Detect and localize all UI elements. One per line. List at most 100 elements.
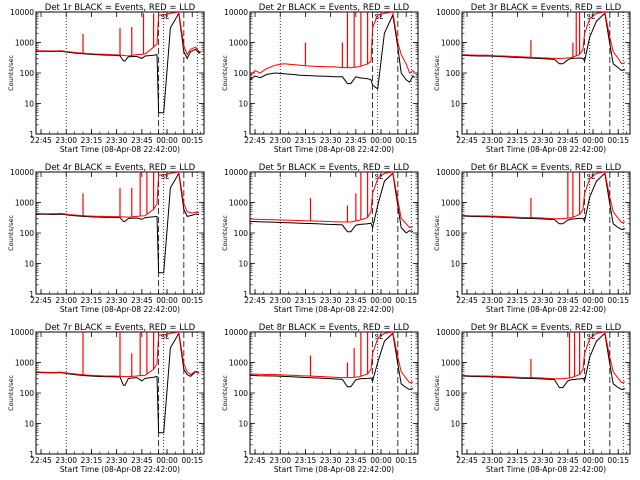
x-tick-label: 22:45 xyxy=(456,456,478,465)
x-tick-label: 23:30 xyxy=(320,136,342,145)
x-tick-label: 23:15 xyxy=(81,136,103,145)
plot-frame xyxy=(249,331,419,455)
x-tick-label: 22:45 xyxy=(244,456,266,465)
x-tick-label: 23:00 xyxy=(55,136,77,145)
y-tick-label: 1000 xyxy=(441,359,460,368)
events-series-line xyxy=(36,332,200,434)
y-tick-label: 1000 xyxy=(15,359,34,368)
corner-label: SL xyxy=(375,13,383,21)
x-tick-label: 00:15 xyxy=(607,456,629,465)
x-tick-label: 23:45 xyxy=(345,136,367,145)
y-tick-label: 10 xyxy=(450,100,460,109)
y-tick-label: 10 xyxy=(24,260,34,269)
x-tick-label: 23:45 xyxy=(131,136,153,145)
plot-frame xyxy=(461,331,631,455)
y-tick-label: 1000 xyxy=(441,199,460,208)
x-axis-label: Start Time (08-Apr-08 22:42:00) xyxy=(486,305,606,314)
chart-title: Det 1r BLACK = Events, RED = LLD xyxy=(45,3,196,13)
lld-series-line xyxy=(250,172,414,229)
plot-frame xyxy=(461,171,631,295)
lld-series-line xyxy=(250,332,414,384)
x-tick-label: 23:00 xyxy=(269,136,291,145)
y-axis-label: Counts/sec xyxy=(433,215,441,251)
y-axis-label: Counts/sec xyxy=(7,375,15,411)
events-series-line xyxy=(250,172,414,234)
plot-frame xyxy=(249,171,419,295)
y-tick-label: 100 xyxy=(20,229,35,238)
events-series-line xyxy=(250,13,415,90)
y-tick-label: 1 xyxy=(29,450,34,459)
y-tick-label: 1000 xyxy=(229,39,248,48)
lld-series-line xyxy=(36,12,201,57)
y-tick-label: 100 xyxy=(446,389,461,398)
x-tick-label: 00:00 xyxy=(582,456,604,465)
chart-panel: Det 4r BLACK = Events, RED = LLD 1 10 100 10… xyxy=(7,163,205,314)
y-tick-label: 100 xyxy=(20,389,35,398)
x-tick-label: 00:15 xyxy=(395,296,417,305)
y-tick-label: 1 xyxy=(243,450,248,459)
x-axis-label: Start Time (08-Apr-08 22:42:00) xyxy=(60,305,180,314)
chart-panel: Det 7r BLACK = Events, RED = LLD 1 10 100 10… xyxy=(7,323,205,474)
chart-title: Det 7r BLACK = Events, RED = LLD xyxy=(45,323,196,333)
x-tick-label: 00:15 xyxy=(395,456,417,465)
series-group xyxy=(462,172,626,231)
plot-frame xyxy=(461,11,631,135)
series-group xyxy=(250,332,414,391)
y-axis-label: Counts/sec xyxy=(433,375,441,411)
y-tick-label: 10 xyxy=(24,420,34,429)
y-tick-label: 1 xyxy=(29,130,34,139)
chart-panel: Det 6r BLACK = Events, RED = LLD 1 10 100 10… xyxy=(433,163,631,314)
y-tick-label: 100 xyxy=(446,229,461,238)
x-tick-label: 00:15 xyxy=(181,296,203,305)
y-tick-label: 100 xyxy=(234,69,249,78)
x-tick-label: 23:45 xyxy=(345,296,367,305)
events-series-line xyxy=(36,172,200,274)
chart-panel: Det 9r BLACK = Events, RED = LLD 1 10 100 10… xyxy=(433,323,631,474)
x-tick-label: 23:45 xyxy=(557,136,579,145)
events-series-line xyxy=(36,12,201,114)
corner-label: SL xyxy=(587,173,595,181)
chart-title: Det 8r BLACK = Events, RED = LLD xyxy=(259,323,410,333)
lld-series-line xyxy=(36,332,200,378)
x-tick-label: 23:15 xyxy=(507,136,529,145)
corner-label: SL xyxy=(161,13,169,21)
x-tick-label: 23:00 xyxy=(481,296,503,305)
chart-title: Det 9r BLACK = Events, RED = LLD xyxy=(471,323,622,333)
chart-title: Det 3r BLACK = Events, RED = LLD xyxy=(471,3,622,13)
y-axis-label: Counts/sec xyxy=(221,375,229,411)
x-tick-label: 00:00 xyxy=(156,136,178,145)
x-tick-label: 00:00 xyxy=(370,136,392,145)
y-tick-label: 1 xyxy=(455,130,460,139)
x-tick-label: 00:00 xyxy=(582,296,604,305)
y-tick-label: 10 xyxy=(238,100,248,109)
y-tick-label: 1000 xyxy=(15,39,34,48)
x-tick-label: 23:30 xyxy=(106,296,128,305)
y-axis-label: Counts/sec xyxy=(221,55,229,91)
x-tick-label: 23:30 xyxy=(532,456,554,465)
series-group xyxy=(36,12,201,114)
corner-label: SL xyxy=(587,333,595,341)
y-tick-label: 10000 xyxy=(436,168,460,177)
x-tick-label: 00:15 xyxy=(607,136,629,145)
x-tick-label: 00:00 xyxy=(370,296,392,305)
x-tick-label: 23:15 xyxy=(81,456,103,465)
y-tick-label: 10000 xyxy=(436,8,460,17)
x-tick-label: 00:15 xyxy=(395,136,417,145)
x-tick-label: 22:45 xyxy=(30,136,52,145)
y-tick-label: 10000 xyxy=(10,8,34,17)
events-series-line xyxy=(250,332,414,391)
x-tick-label: 23:30 xyxy=(532,296,554,305)
x-tick-label: 23:45 xyxy=(557,296,579,305)
series-group xyxy=(36,332,200,434)
y-axis-label: Counts/sec xyxy=(221,215,229,251)
corner-label: SL xyxy=(161,173,169,181)
x-tick-label: 00:00 xyxy=(156,456,178,465)
chart-title: Det 5r BLACK = Events, RED = LLD xyxy=(259,163,410,173)
x-tick-label: 00:15 xyxy=(181,136,203,145)
events-series-line xyxy=(462,12,626,72)
x-tick-label: 23:00 xyxy=(269,456,291,465)
x-axis-label: Start Time (08-Apr-08 22:42:00) xyxy=(486,145,606,154)
x-axis-label: Start Time (08-Apr-08 22:42:00) xyxy=(60,465,180,474)
x-axis-label: Start Time (08-Apr-08 22:42:00) xyxy=(274,465,394,474)
